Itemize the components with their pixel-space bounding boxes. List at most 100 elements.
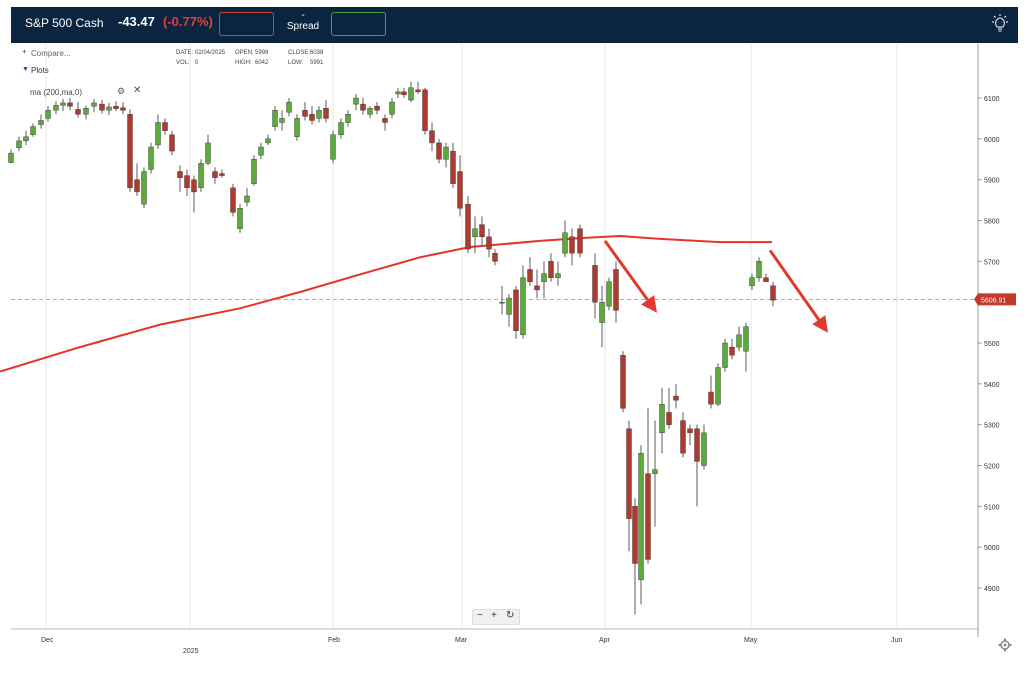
y-tick-label: 5300	[984, 423, 1000, 430]
candle-up	[715, 363, 721, 407]
candle-down	[666, 387, 672, 429]
candle-up	[30, 123, 36, 137]
candle-body	[606, 281, 612, 307]
candle-body	[374, 105, 380, 111]
candle-up	[316, 106, 322, 123]
candle-down	[374, 102, 380, 115]
candle-body	[395, 91, 401, 95]
candle-down	[729, 338, 735, 360]
instrument-header: S&P 500 Cash -43.47 (-0.77%) - Spread	[11, 7, 1018, 43]
candle-body	[91, 102, 97, 107]
plots-button[interactable]: Plots	[31, 66, 49, 75]
price-chart[interactable]: 4900500051005200530054005500560057005800…	[0, 44, 1024, 674]
candle-up	[367, 106, 373, 119]
candle-body	[272, 110, 278, 127]
candle-up	[265, 134, 271, 145]
trend-arrow-shaft	[603, 240, 649, 301]
candle-body	[155, 122, 161, 146]
candle-body	[436, 142, 442, 160]
candle-body	[708, 391, 714, 405]
candle-up	[91, 98, 97, 113]
candle-body	[577, 228, 583, 254]
candle-down	[219, 169, 225, 178]
x-tick-label: Dec	[41, 637, 54, 644]
candle-up	[389, 98, 395, 119]
candle-down	[134, 163, 140, 196]
candle-up	[743, 322, 749, 372]
candle-up	[251, 155, 257, 186]
compare-button[interactable]: Compare...	[31, 49, 71, 58]
candle-body	[323, 108, 329, 119]
candle-up	[205, 134, 211, 166]
candle-body	[113, 105, 119, 109]
candle-body	[457, 171, 463, 209]
zoom-in-button[interactable]: +	[491, 610, 497, 621]
candle-body	[244, 195, 250, 203]
ohlc-open-value: 5998	[255, 50, 269, 56]
candle-up	[60, 98, 66, 112]
candle-down	[382, 114, 388, 131]
candle-up	[659, 387, 665, 454]
compare-plus-icon[interactable]: +	[22, 47, 27, 56]
candle-body	[486, 236, 492, 250]
candle-body	[141, 171, 147, 205]
settings-gear-icon[interactable]	[998, 638, 1012, 652]
instrument-name[interactable]: S&P 500 Cash	[25, 16, 104, 30]
candle-up	[237, 204, 243, 233]
candle-body	[265, 138, 271, 144]
y-tick-label: 5500	[984, 341, 1000, 348]
candle-down	[184, 169, 190, 196]
candle-body	[680, 420, 686, 454]
candle-up	[722, 338, 728, 372]
candle-body	[465, 203, 471, 250]
lightbulb-icon[interactable]	[989, 13, 1011, 35]
x-tick-label: Mar	[455, 637, 468, 644]
candle-up	[395, 87, 401, 98]
candle-up	[23, 130, 29, 145]
candle-body	[638, 453, 644, 581]
candle-down	[577, 224, 583, 258]
candle-body	[198, 163, 204, 189]
plots-caret-icon[interactable]: ▼	[22, 66, 29, 73]
candle-body	[353, 97, 359, 105]
candle-body	[770, 285, 776, 301]
candle-body	[205, 142, 211, 164]
candle-down	[592, 253, 598, 319]
candle-body	[513, 289, 519, 331]
sell-button[interactable]	[219, 12, 274, 36]
candle-body	[694, 428, 700, 462]
y-tick-label: 5700	[984, 259, 1000, 266]
candle-body	[258, 146, 264, 156]
candle-body	[191, 179, 197, 193]
candle-body	[177, 171, 183, 178]
candle-up	[756, 257, 762, 282]
candle-up	[83, 105, 89, 120]
candle-body	[286, 101, 292, 113]
candle-down	[620, 351, 626, 413]
indicator-settings-icon[interactable]: ⚙	[117, 86, 126, 96]
candle-body	[592, 265, 598, 303]
zoom-reset-button[interactable]: ↻	[506, 610, 515, 621]
candle-body	[169, 134, 175, 152]
candle-body	[30, 126, 36, 135]
candle-body	[548, 261, 554, 278]
zoom-controls: − + ↻	[472, 609, 520, 625]
buy-button[interactable]	[331, 12, 386, 36]
zoom-out-button[interactable]: −	[477, 610, 483, 621]
ohlc-vol-label: VOL:	[176, 60, 190, 66]
candle-down	[169, 130, 175, 156]
y-tick-label: 5000	[984, 545, 1000, 552]
candle-body	[120, 107, 126, 111]
candle-body	[659, 404, 665, 434]
candle-body	[316, 110, 322, 119]
candle-down	[120, 102, 126, 115]
candle-body	[541, 273, 547, 282]
candle-body	[652, 469, 658, 474]
ohlc-high-label: HIGH:	[235, 60, 252, 66]
candle-up	[652, 420, 658, 527]
candle-down	[127, 109, 133, 192]
indicator-remove-icon[interactable]: ✕	[133, 85, 142, 96]
candle-down	[569, 228, 575, 266]
candle-up	[8, 149, 14, 164]
candle-up	[294, 114, 300, 141]
